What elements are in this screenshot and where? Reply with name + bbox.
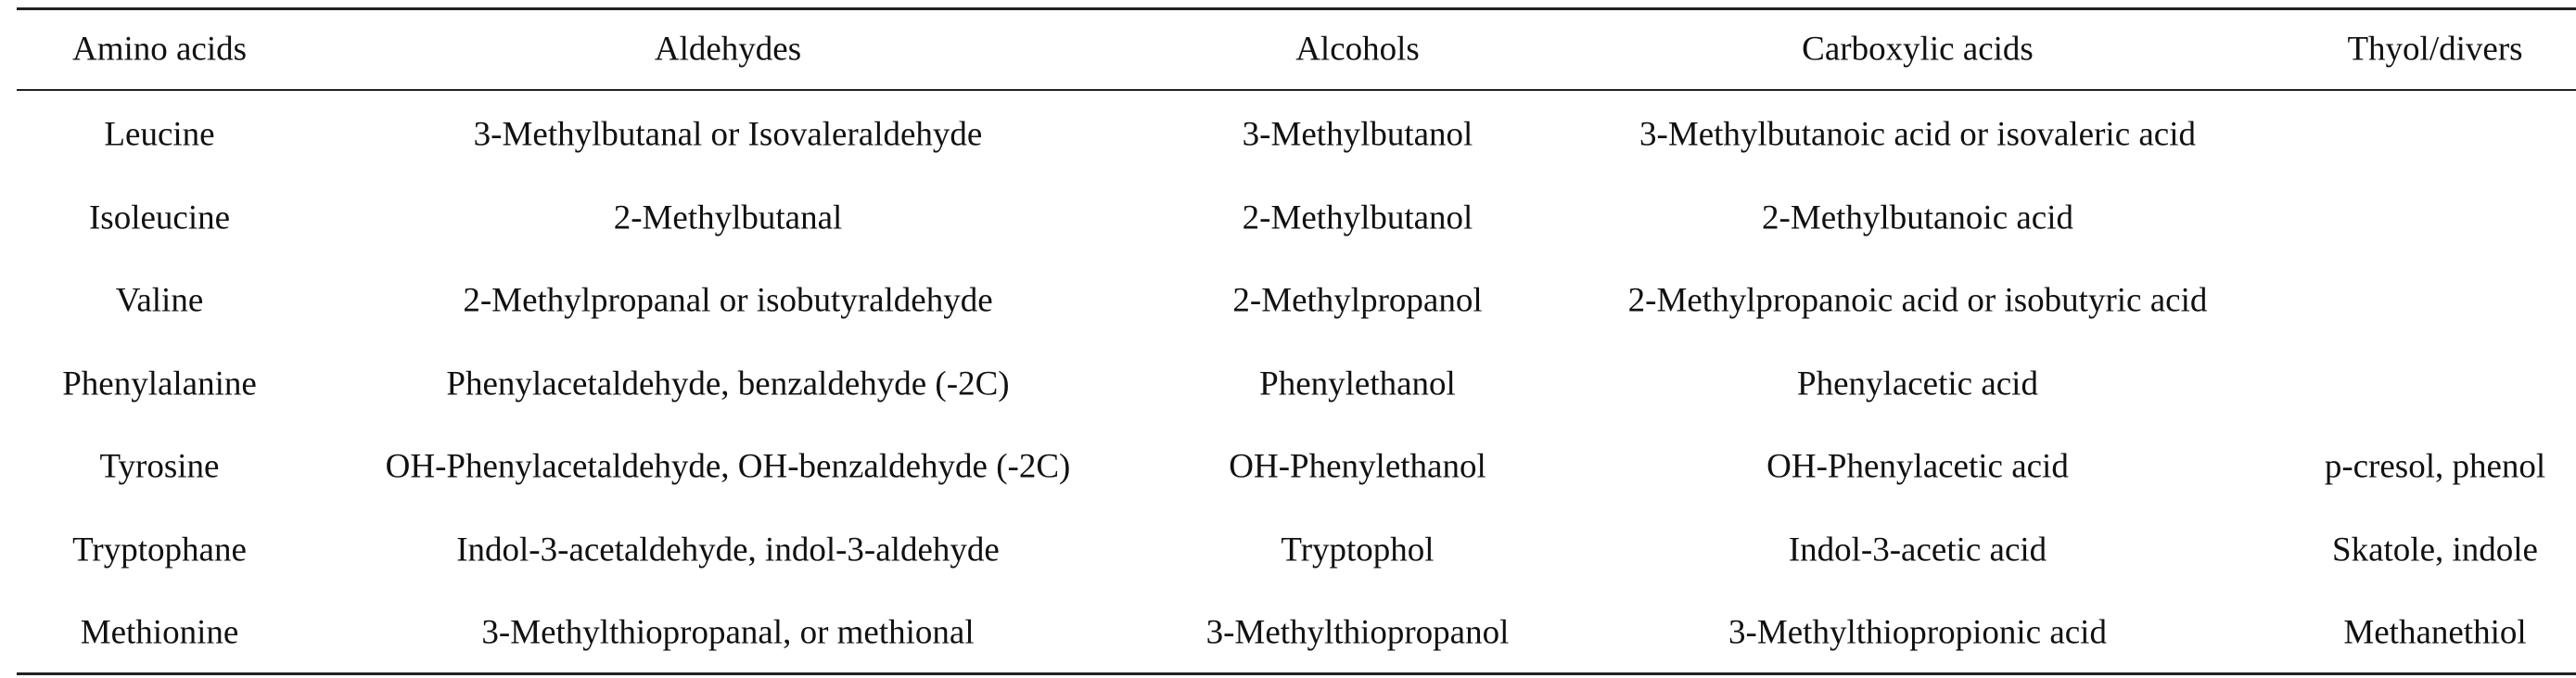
header-rule <box>17 89 2576 91</box>
table-cell: Tryptophane <box>72 531 247 569</box>
header-cell: Carboxylic acids <box>1802 30 2034 69</box>
table-cell: Isoleucine <box>88 198 231 237</box>
header-cell: Thyol/divers <box>2347 30 2523 69</box>
table-cell: Methionine <box>80 613 239 652</box>
table-cell: Skatole, indole <box>2332 531 2538 569</box>
table-cell: 2-Methylbutanol <box>1242 198 1473 237</box>
table-cell: Phenylacetaldehyde, benzaldehyde (-2C) <box>446 365 1010 403</box>
table-cell: 3-Methylbutanal or Isovaleraldehyde <box>473 115 983 154</box>
table-cell: Methanethiol <box>2343 613 2527 652</box>
table-cell: 3-Methylthiopropanal, or methional <box>481 613 975 652</box>
table-cell: OH-Phenylethanol <box>1229 447 1486 486</box>
table-cell: Tyrosine <box>99 447 220 486</box>
table-cell: Tryptophol <box>1281 531 1435 569</box>
table-cell: Valine <box>115 281 204 320</box>
table-cell: p-cresol, phenol <box>2324 447 2546 486</box>
table-cell: 2-Methylpropanoic acid or isobutyric aci… <box>1627 281 2208 320</box>
header-cell: Amino acids <box>71 30 248 69</box>
table-cell: Phenylethanol <box>1259 365 1456 403</box>
table-cell: 3-Methylbutanoic acid or isovaleric acid <box>1639 115 2197 154</box>
table-cell: Phenylacetic acid <box>1797 365 2038 403</box>
table-cell: 3-Methylbutanol <box>1242 115 1473 154</box>
header-cell: Aldehydes <box>654 30 802 69</box>
table-cell: 2-Methylpropanal or isobutyraldehyde <box>463 281 993 320</box>
table-cell: 2-Methylbutanal <box>613 198 843 237</box>
table-cell: 2-Methylbutanoic acid <box>1762 198 2073 237</box>
table-cell: Indol-3-acetaldehyde, indol-3-aldehyde <box>456 531 1000 569</box>
table-cell: 3-Methylthiopropanol <box>1205 613 1510 652</box>
table-cell: 2-Methylpropanol <box>1232 281 1483 320</box>
table-cell: Indol-3-acetic acid <box>1788 531 2047 569</box>
header-cell: Alcohols <box>1295 30 1420 69</box>
table-cell: 3-Methylthiopropionic acid <box>1728 613 2107 652</box>
table-cell: Phenylalanine <box>62 365 257 403</box>
table-cell: OH-Phenylacetic acid <box>1766 447 2069 486</box>
top-rule <box>17 7 2576 10</box>
table-cell: OH-Phenylacetaldehyde, OH-benzaldehyde (… <box>385 447 1071 486</box>
bottom-rule <box>17 672 2576 675</box>
table-cell: Leucine <box>104 115 215 154</box>
